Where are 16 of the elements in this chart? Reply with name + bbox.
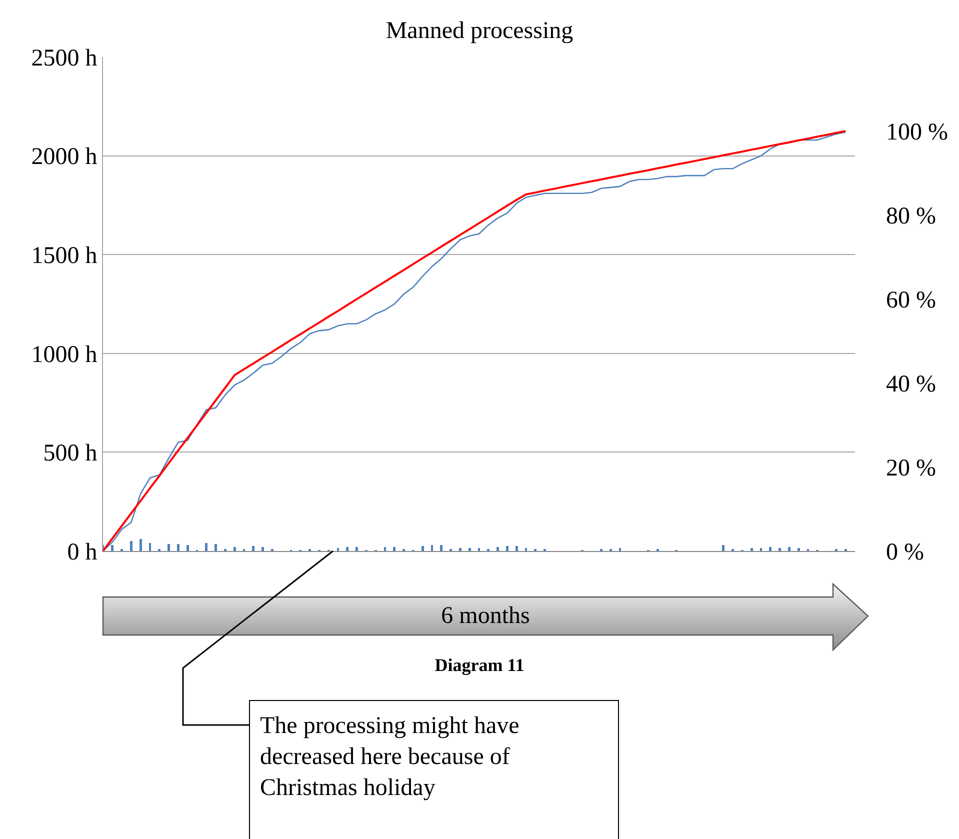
text: Diagram 11 [434, 655, 526, 676]
text: The processing might have decreased here because of Christmas holiday [249, 700, 619, 839]
y2-tick-label: 0 % [886, 539, 924, 566]
chart-title: Manned processing [386, 18, 574, 44]
y2-tick-label: 60 % [886, 287, 936, 314]
text: 6 months [440, 602, 531, 631]
y-tick-label: 500 h [43, 440, 98, 467]
y2-tick-label: 80 % [886, 203, 936, 230]
y2-tick-label: 40 % [886, 371, 936, 398]
y-tick-label: 1000 h [31, 342, 98, 368]
y-tick-label: 2500 h [31, 45, 98, 72]
y2-tick-label: 100 % [886, 119, 948, 146]
y-tick-label: 2000 h [31, 144, 98, 170]
y2-tick-label: 20 % [886, 455, 936, 482]
y-tick-label: 1500 h [31, 243, 98, 269]
y-tick-label: 0 h [67, 539, 98, 566]
